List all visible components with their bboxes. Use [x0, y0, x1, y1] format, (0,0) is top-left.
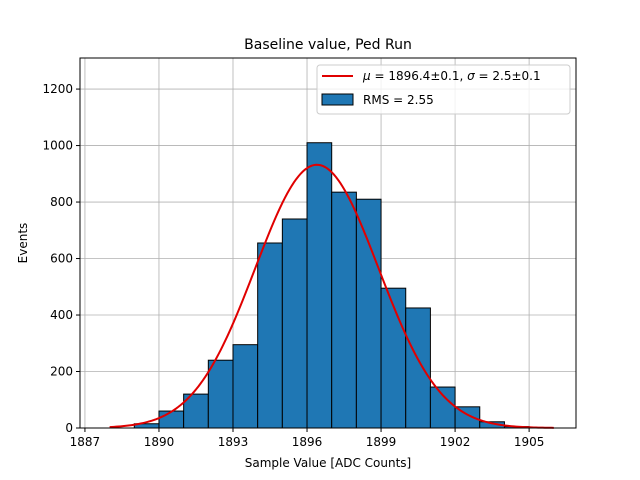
y-tick-label: 0: [65, 421, 73, 435]
y-axis-label: Events: [16, 223, 30, 264]
histogram-bar: [306, 142, 333, 429]
mu-value: = 1896.4±0.1,: [371, 69, 467, 83]
histogram-bar: [355, 198, 382, 429]
legend-box: [316, 64, 571, 115]
histogram-bar: [331, 191, 357, 429]
histogram-bar: [429, 386, 456, 429]
chart-title: Baseline value, Ped Run: [244, 37, 412, 53]
y-tick-label: 600: [50, 252, 73, 266]
x-tick-label: 1893: [218, 435, 249, 449]
histogram-bar: [257, 242, 283, 429]
legend: μ = 1896.4±0.1, σ = 2.5±0.1 RMS = 2.55: [316, 64, 571, 115]
y-tick-label: 1000: [42, 139, 73, 153]
y-tick-label: 200: [50, 365, 73, 379]
y-tick-label: 800: [50, 195, 73, 209]
histogram-bar: [207, 359, 234, 429]
histogram-bar: [380, 287, 407, 429]
x-tick-label: 1902: [440, 435, 471, 449]
histogram-bars: [133, 142, 530, 429]
plot-frame: [79, 57, 577, 429]
x-tick-label: 1905: [514, 435, 545, 449]
histogram-bar: [405, 307, 431, 429]
y-axis-ticks: 0 200 400 600 800 1000 1200: [42, 82, 80, 435]
x-axis-ticks: 1887 1890 1893 1896 1899 1902 1905: [70, 428, 545, 449]
legend-histogram-label: RMS = 2.55: [363, 93, 434, 107]
legend-fit-label: μ = 1896.4±0.1, σ = 2.5±0.1: [362, 69, 541, 83]
y-tick-label: 400: [50, 308, 73, 322]
y-tick-label: 1200: [42, 82, 73, 96]
mu-symbol: μ: [362, 69, 371, 83]
x-axis-label: Sample Value [ADC Counts]: [245, 456, 411, 470]
x-tick-label: 1890: [144, 435, 175, 449]
histogram-bar: [281, 218, 308, 429]
gaussian-fit-curve: [109, 163, 554, 429]
sigma-value: = 2.5±0.1: [475, 69, 541, 83]
histogram-bar: [158, 410, 185, 429]
x-tick-label: 1887: [70, 435, 101, 449]
x-tick-label: 1896: [292, 435, 323, 449]
sigma-symbol: σ: [467, 69, 475, 83]
histogram-bar: [232, 344, 259, 429]
legend-histogram-swatch: [321, 93, 354, 106]
x-tick-label: 1899: [366, 435, 397, 449]
